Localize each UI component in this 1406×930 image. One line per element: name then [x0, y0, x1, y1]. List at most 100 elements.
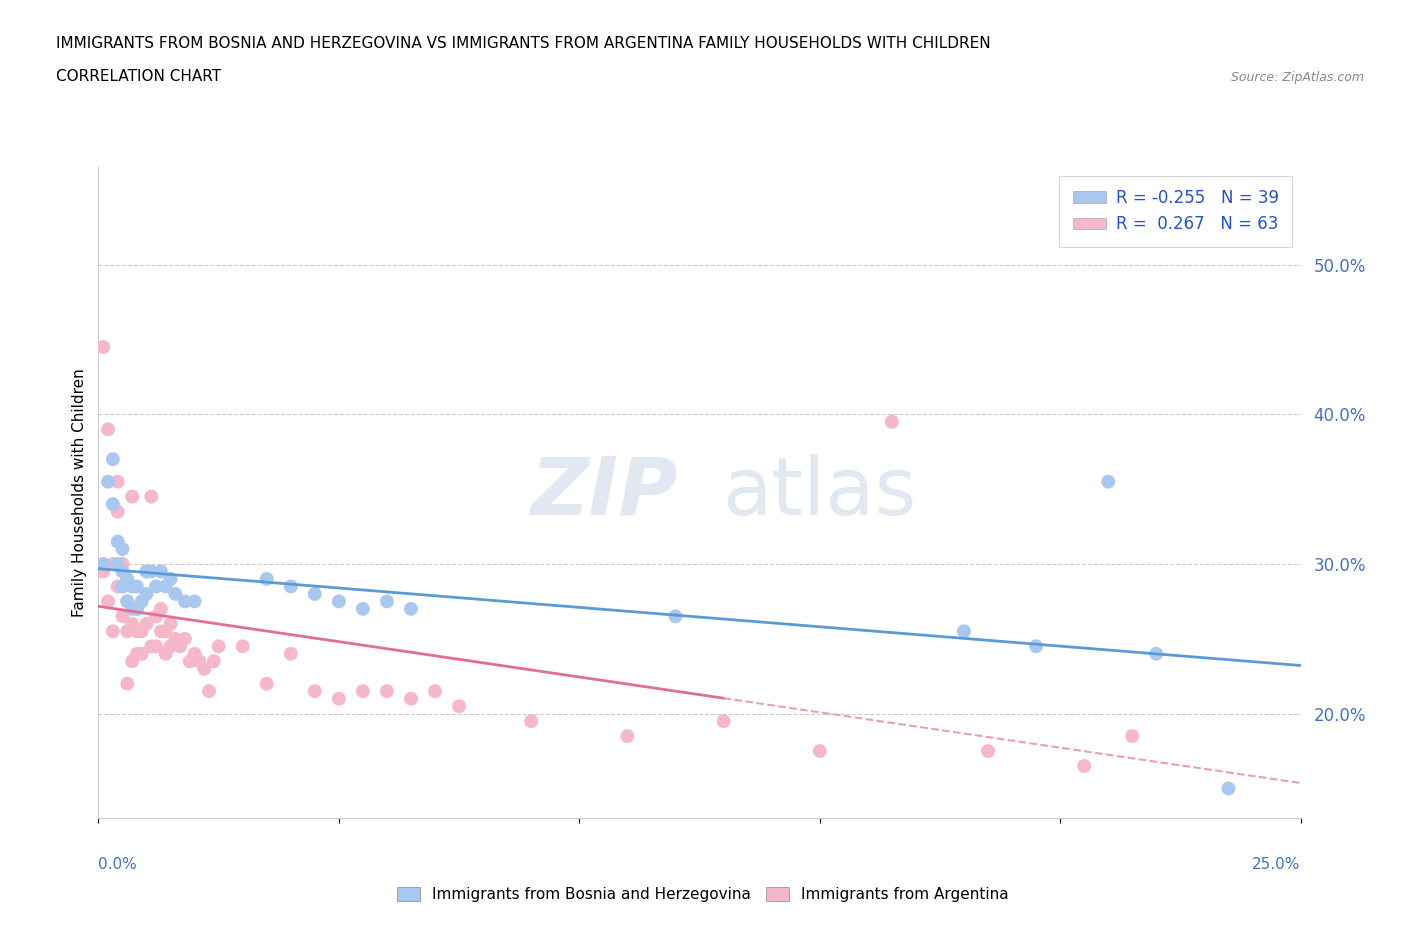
Point [664, 609, 686, 624]
Point [117, 624, 139, 639]
Y-axis label: Family Households with Children: Family Households with Children [72, 368, 87, 618]
Point [145, 579, 167, 594]
Point [111, 556, 134, 571]
Point [423, 684, 446, 698]
Point [352, 684, 374, 698]
Point [111, 579, 134, 594]
Point [111, 579, 134, 594]
Point [188, 654, 211, 669]
Point [107, 474, 129, 489]
Point [121, 489, 143, 504]
Point [135, 617, 157, 631]
Point [107, 556, 129, 571]
Point [280, 646, 302, 661]
Point [141, 564, 163, 578]
Point [256, 676, 278, 691]
Point [399, 602, 422, 617]
Point [149, 602, 172, 617]
Point [183, 646, 205, 661]
Point [155, 624, 177, 639]
Point [97, 422, 120, 437]
Text: 0.0%: 0.0% [98, 857, 138, 872]
Point [149, 624, 172, 639]
Point [117, 572, 139, 587]
Point [399, 691, 422, 706]
Point [304, 684, 326, 698]
Point [174, 631, 197, 646]
Point [131, 594, 153, 609]
Point [1073, 759, 1095, 774]
Point [179, 654, 201, 669]
Point [121, 654, 143, 669]
Point [149, 564, 172, 578]
Point [107, 504, 129, 519]
Text: Source: ZipAtlas.com: Source: ZipAtlas.com [1230, 71, 1364, 84]
Point [352, 602, 374, 617]
Point [135, 587, 157, 602]
Point [135, 564, 157, 578]
Point [117, 676, 139, 691]
Point [165, 587, 187, 602]
Text: atlas: atlas [723, 454, 917, 532]
Point [117, 594, 139, 609]
Point [155, 646, 177, 661]
Point [135, 564, 157, 578]
Text: CORRELATION CHART: CORRELATION CHART [56, 69, 221, 84]
Legend: Immigrants from Bosnia and Herzegovina, Immigrants from Argentina: Immigrants from Bosnia and Herzegovina, … [391, 881, 1015, 909]
Point [91, 556, 114, 571]
Point [97, 474, 120, 489]
Text: 25.0%: 25.0% [1253, 857, 1301, 872]
Point [155, 579, 177, 594]
Point [125, 624, 148, 639]
Point [256, 572, 278, 587]
Point [91, 339, 114, 354]
Point [520, 713, 543, 728]
Point [111, 541, 134, 556]
Point [1144, 646, 1167, 661]
Text: ZIP: ZIP [530, 454, 678, 532]
Point [304, 587, 326, 602]
Point [1218, 781, 1240, 796]
Point [141, 639, 163, 654]
Point [121, 617, 143, 631]
Point [111, 564, 134, 578]
Point [107, 579, 129, 594]
Point [159, 617, 181, 631]
Point [198, 684, 221, 698]
Point [193, 661, 215, 676]
Point [169, 639, 191, 654]
Point [145, 639, 167, 654]
Point [375, 594, 398, 609]
Point [131, 646, 153, 661]
Point [91, 564, 114, 578]
Point [101, 497, 124, 512]
Point [159, 572, 181, 587]
Point [101, 452, 124, 467]
Point [616, 728, 638, 743]
Point [101, 556, 124, 571]
Point [125, 602, 148, 617]
Point [145, 609, 167, 624]
Point [208, 639, 231, 654]
Point [121, 602, 143, 617]
Text: IMMIGRANTS FROM BOSNIA AND HERZEGOVINA VS IMMIGRANTS FROM ARGENTINA FAMILY HOUSE: IMMIGRANTS FROM BOSNIA AND HERZEGOVINA V… [56, 36, 991, 51]
Point [447, 698, 470, 713]
Point [107, 534, 129, 549]
Point [125, 579, 148, 594]
Point [953, 624, 976, 639]
Point [174, 594, 197, 609]
Point [1121, 728, 1143, 743]
Point [328, 691, 350, 706]
Point [111, 609, 134, 624]
Point [880, 415, 903, 430]
Point [713, 713, 735, 728]
Point [375, 684, 398, 698]
Point [202, 654, 225, 669]
Point [131, 624, 153, 639]
Point [97, 594, 120, 609]
Point [165, 631, 187, 646]
Point [125, 646, 148, 661]
Point [280, 579, 302, 594]
Point [977, 744, 1000, 759]
Point [121, 579, 143, 594]
